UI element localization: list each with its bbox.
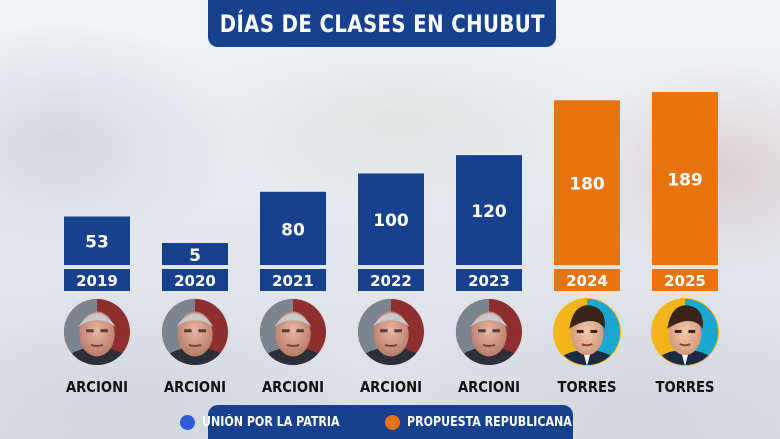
- value-label-2025: 189: [667, 171, 703, 191]
- tick-label-2025: 2025: [664, 272, 706, 290]
- value-label-2019: 53: [85, 233, 109, 253]
- avatar-2019: [63, 298, 131, 366]
- year-box-2023: [456, 269, 522, 291]
- legend-item-union: UNIÓN POR LA PATRIA: [179, 414, 364, 430]
- orange-dot-icon: [385, 414, 401, 430]
- year-box-2022: [358, 269, 424, 291]
- value-label-2023: 120: [471, 202, 507, 222]
- tick-label-2021: 2021: [272, 272, 314, 290]
- tick-label-2024: 2024: [566, 272, 608, 290]
- legend-item-propuesta: PROPUESTA REPUBLICANA: [385, 414, 601, 430]
- year-box-2020: [162, 269, 228, 291]
- tick-label-2022: 2022: [370, 272, 412, 290]
- governor-name-2021: ARCIONI: [262, 379, 324, 396]
- bar-2021: [260, 191, 326, 265]
- bar-2023: [456, 155, 522, 265]
- year-box-2025: [652, 269, 718, 291]
- avatar-2024: [553, 298, 621, 366]
- year-box-2019: [64, 269, 130, 291]
- title-banner: DÍAS DE CLASES EN CHUBUT: [208, 0, 556, 47]
- value-label-2020: 5: [189, 246, 201, 266]
- governor-name-2022: ARCIONI: [360, 379, 422, 396]
- value-label-2021: 80: [281, 220, 305, 240]
- page-title: DÍAS DE CLASES EN CHUBUT: [219, 9, 545, 38]
- legend-label-union: UNIÓN POR LA PATRIA: [201, 414, 340, 430]
- avatar-2020: [161, 298, 229, 366]
- value-label-2024: 180: [569, 175, 605, 195]
- bar-2022: [358, 173, 424, 265]
- year-box-2024: [554, 269, 620, 291]
- legend: UNIÓN POR LA PATRIA PROPUESTA REPUBLICAN…: [179, 405, 573, 439]
- governor-name-2020: ARCIONI: [164, 379, 226, 396]
- avatar-2025: [651, 298, 719, 366]
- governor-name-2023: ARCIONI: [458, 379, 520, 396]
- tick-label-2023: 2023: [468, 272, 510, 290]
- governor-name-2024: TORRES: [557, 379, 616, 396]
- avatar-2023: [455, 298, 523, 366]
- governor-name-2019: ARCIONI: [66, 379, 128, 396]
- bar-2020: [162, 243, 228, 265]
- bar-2019: [64, 216, 130, 265]
- legend-label-propuesta: PROPUESTA REPUBLICANA: [407, 414, 573, 430]
- tick-label-2019: 2019: [76, 272, 118, 290]
- year-box-2021: [260, 269, 326, 291]
- avatar-2022: [357, 298, 425, 366]
- bar-2024: [554, 100, 620, 265]
- blue-dot-icon: [179, 414, 195, 430]
- governor-name-2025: TORRES: [655, 379, 714, 396]
- avatar-2021: [259, 298, 327, 366]
- value-label-2022: 100: [373, 211, 409, 231]
- tick-label-2020: 2020: [174, 272, 216, 290]
- bar-2025: [652, 92, 718, 265]
